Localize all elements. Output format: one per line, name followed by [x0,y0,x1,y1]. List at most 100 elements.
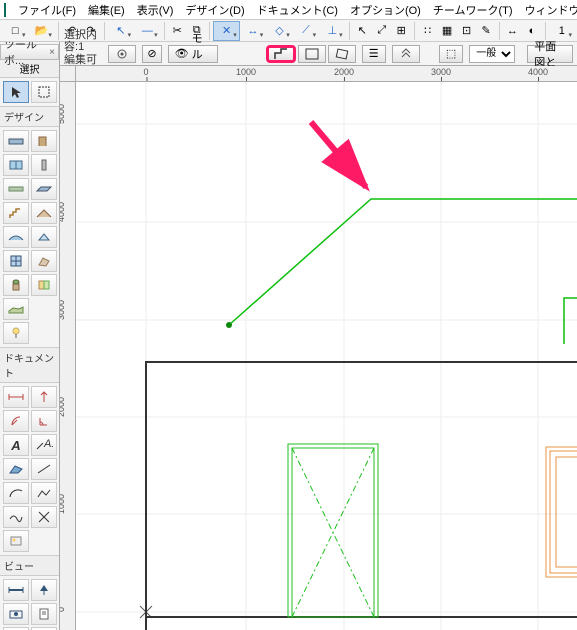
hotspot-tool[interactable] [31,506,57,528]
menu-window[interactable]: ウィンドウ(W) [519,0,577,20]
ruler-tick: 0 [143,67,148,77]
polyline-tool[interactable] [31,482,57,504]
new-file-button[interactable]: □ [2,21,28,41]
arrow-tool-button[interactable]: ↖ [108,21,134,41]
column-tool[interactable] [31,154,57,176]
measure-dist-button[interactable]: ⤢ [372,21,391,41]
layer-select[interactable]: 一般 [469,45,515,63]
window-element[interactable] [546,447,577,577]
method-rotrect-button[interactable] [328,45,356,63]
view-1-button[interactable]: ∷ [418,21,437,41]
ruler-tick: 1000 [60,494,66,514]
beam-tool[interactable] [3,178,29,200]
settings-button[interactable] [108,45,136,63]
cut-button[interactable]: ✂ [167,21,186,41]
door-tool[interactable] [31,130,57,152]
worksheet-tool[interactable] [31,603,57,625]
wall-tool[interactable] [3,130,29,152]
view-2-button[interactable]: ▦ [437,21,456,41]
constrain-angle-button[interactable]: ⟋ [293,21,319,41]
constrain-diag-button[interactable]: ◇ [266,21,292,41]
measure-grid-button[interactable]: ⊞ [392,21,411,41]
arc-tool[interactable] [3,482,29,504]
open-file-button[interactable]: 📂 [28,21,54,41]
separator [58,22,59,40]
menu-view[interactable]: 表示(V) [131,0,180,20]
mesh-tool[interactable] [3,298,29,320]
method-box-button[interactable] [266,45,296,63]
view-4-button[interactable]: ✎ [476,21,495,41]
morph-vertex[interactable] [226,322,232,328]
hide-button[interactable]: ⊘ [142,45,161,63]
menu-document[interactable]: ドキュメント(C) [251,0,344,20]
geometry-method-group [266,45,356,63]
align-button[interactable]: ☰ [362,45,386,63]
constrain-perp-button[interactable]: ⊥ [319,21,345,41]
window-tool[interactable] [3,154,29,176]
drawing-area[interactable]: 0 1000 2000 3000 4000 0 1000 2000 3000 4… [60,66,577,630]
floor-icon: ⬚ [446,47,456,60]
zone-tool[interactable] [31,274,57,296]
roof-tool[interactable] [31,202,57,224]
constrain-h-button[interactable]: ↔ [240,21,266,41]
svg-text:A1: A1 [43,439,53,450]
menu-teamwork[interactable]: チームワーク(T) [427,0,519,20]
curtainwall-tool[interactable] [3,250,29,272]
menu-file[interactable]: ファイル(F) [12,0,82,20]
menubar: ファイル(F) 編集(E) 表示(V) デザイン(D) ドキュメント(C) オプ… [0,0,577,20]
menu-edit[interactable]: 編集(E) [82,0,131,20]
eye-icon: 👁 [175,47,189,60]
dim-radial-tool[interactable] [3,410,29,432]
close-icon[interactable]: × [49,47,55,58]
line-tool-button[interactable]: — [134,21,160,41]
spline-tool[interactable] [3,506,29,528]
slab-tool[interactable] [31,178,57,200]
shell-tool[interactable] [3,226,29,248]
document-section-label: ドキュメント [0,347,59,383]
wall-element[interactable] [146,362,577,630]
dim-h-button[interactable]: ↔ [503,21,522,41]
box-rise-icon [273,47,289,61]
label-tool[interactable]: A1 [31,434,57,456]
morph-type-button[interactable]: 👁モルフ [168,45,218,63]
view-3-button[interactable]: ⊡ [457,21,476,41]
extrude-icon [399,47,413,61]
door-opening[interactable] [288,444,378,617]
dim-elev-tool[interactable] [31,386,57,408]
ruler-tick: 4000 [528,67,548,77]
ie-tool[interactable] [3,603,29,625]
ruler-horizontal: 0 1000 2000 3000 4000 [76,66,577,82]
dim-linear-tool[interactable] [3,386,29,408]
morph-shape[interactable] [229,199,577,344]
separator [104,22,105,40]
toolbox-header[interactable]: ツールボ... × [0,44,59,60]
object-tool[interactable] [3,274,29,296]
view-type-button[interactable]: 平面図と [527,45,573,63]
elevation-tool[interactable] [31,579,57,601]
skylight-tool[interactable] [31,226,57,248]
toolbox-panel: ツールボ... × 選択 デザイン ドキュメント A A1 [0,42,60,630]
fill-tool[interactable] [3,458,29,480]
extrude-button[interactable] [392,45,420,63]
section-tool[interactable] [3,579,29,601]
measure-arrow-button[interactable]: ↖ [353,21,372,41]
stair-tool[interactable] [3,202,29,224]
floor-link-button[interactable]: ⬚ [439,45,463,63]
line-doc-tool[interactable] [31,458,57,480]
figure-tool[interactable] [3,530,29,552]
annotation-arrow [311,122,366,187]
menu-options[interactable]: オプション(O) [344,0,427,20]
arrow-tool[interactable] [3,81,29,103]
design-section-label: デザイン [0,106,59,127]
open-icon: 📂 [35,24,49,37]
menu-design[interactable]: デザイン(D) [179,0,250,20]
dim-angle-tool[interactable] [31,410,57,432]
new-icon: □ [12,25,19,37]
lamp-tool[interactable] [3,322,29,344]
canvas[interactable] [76,82,577,630]
marquee-tool[interactable] [31,81,57,103]
method-rect-button[interactable] [298,45,326,63]
morph-tool[interactable] [31,250,57,272]
text-tool[interactable]: A [3,434,29,456]
constrain-x-button[interactable]: ✕ [213,21,239,41]
